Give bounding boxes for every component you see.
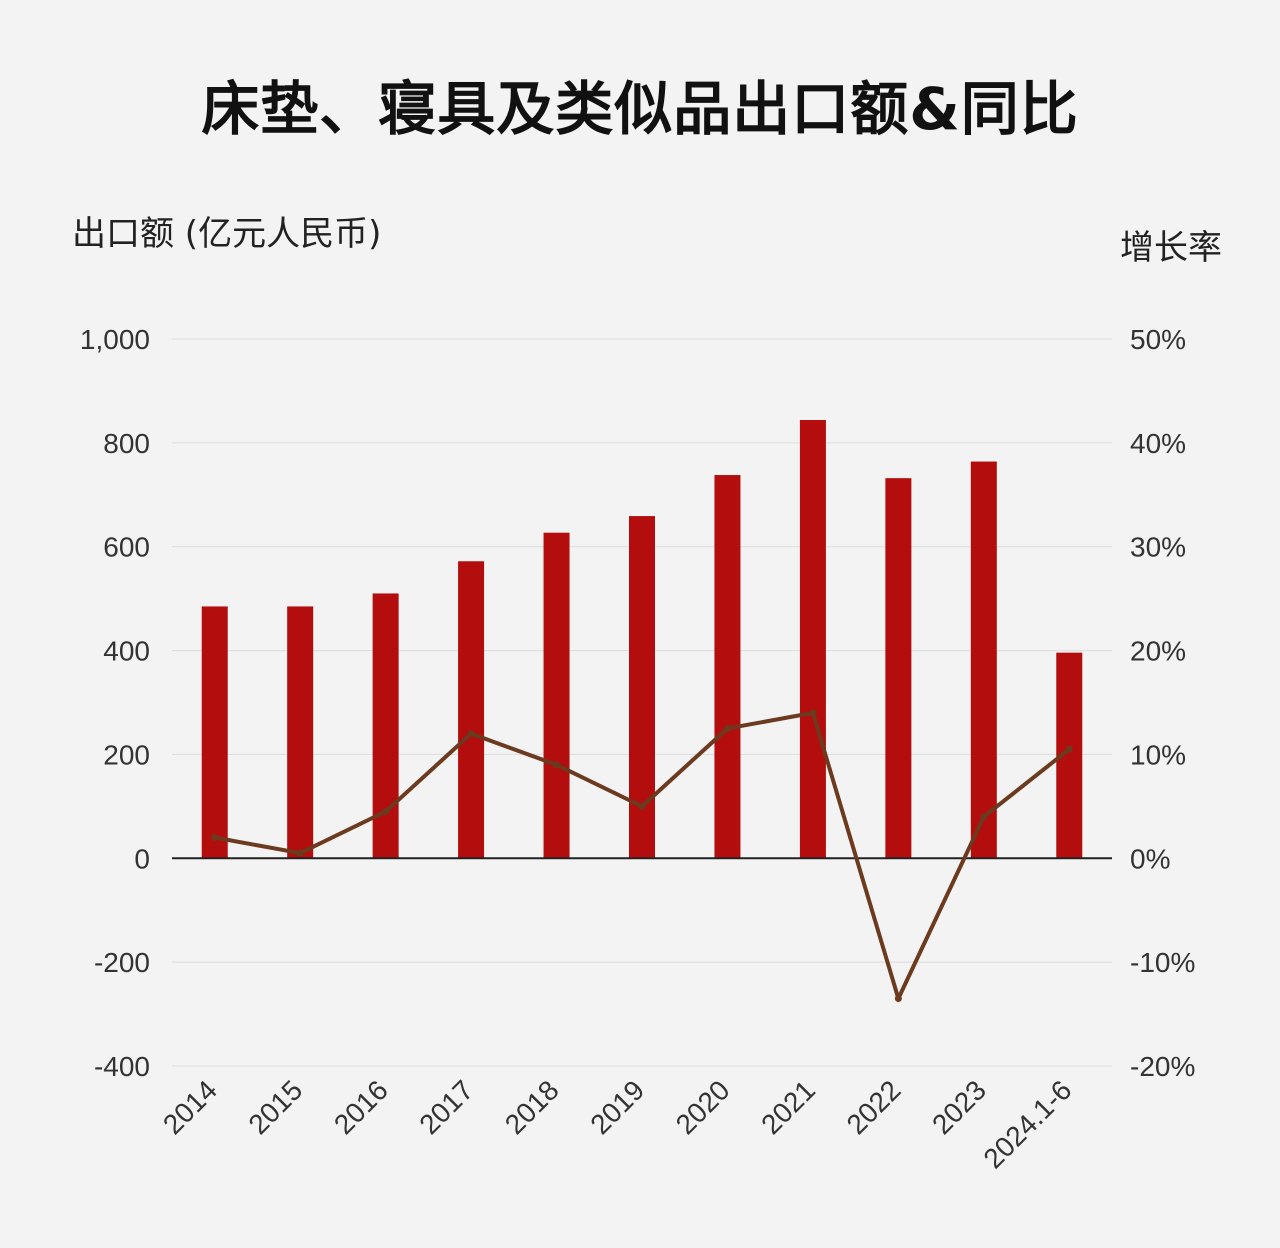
growth-rate-point (467, 730, 475, 738)
growth-rate-point (980, 813, 988, 821)
growth-rate-point (553, 761, 561, 769)
bar (970, 461, 997, 859)
category-label: 2019 (584, 1074, 650, 1140)
right-tick-label: 50% (1130, 324, 1186, 355)
left-tick-label: -200 (94, 947, 150, 978)
growth-rate-point (723, 724, 731, 732)
left-tick-label: 800 (103, 428, 150, 459)
category-label: 2023 (926, 1074, 992, 1140)
category-label: 2020 (670, 1074, 736, 1140)
right-tick-label: 10% (1130, 739, 1186, 770)
right-tick-label: 40% (1130, 428, 1186, 459)
chart-title: 床垫、寝具及类似品出口额&同比 (201, 75, 1079, 143)
category-label: 2017 (413, 1074, 479, 1140)
growth-rate-point (894, 994, 902, 1002)
growth-rate-point (296, 849, 304, 857)
left-tick-label: 400 (103, 636, 150, 667)
left-tick-label: -400 (94, 1051, 150, 1082)
growth-rate-point (638, 802, 646, 810)
right-tick-label: -10% (1130, 947, 1195, 978)
right-tick-label: -20% (1130, 1051, 1195, 1082)
category-label: 2024.1-6 (977, 1074, 1077, 1174)
growth-rate-point (1065, 745, 1073, 753)
category-label: 2018 (499, 1074, 565, 1140)
left-axis-label: 出口额 (亿元人民币) (72, 214, 382, 254)
bar (543, 532, 570, 859)
left-tick-label: 600 (103, 532, 150, 563)
growth-rate-point (809, 709, 817, 717)
category-label: 2022 (841, 1074, 907, 1140)
right-tick-label: 20% (1130, 636, 1186, 667)
category-label: 2015 (242, 1074, 308, 1140)
left-tick-label: 200 (103, 739, 150, 770)
category-label: 2014 (157, 1074, 223, 1140)
bar (714, 475, 741, 859)
left-tick-label: 1,000 (80, 324, 150, 355)
bar (885, 478, 912, 859)
left-tick-label: 0 (134, 843, 150, 874)
growth-rate-point (382, 808, 390, 816)
right-tick-label: 30% (1130, 532, 1186, 563)
right-axis-label: 增长率 (1120, 228, 1222, 268)
category-label: 2021 (755, 1074, 821, 1140)
bar (799, 420, 826, 859)
growth-rate-point (211, 834, 219, 842)
category-label: 2016 (328, 1074, 394, 1140)
bar (201, 606, 228, 859)
right-tick-label: 0% (1130, 843, 1170, 874)
bar (287, 606, 314, 859)
bar (458, 561, 485, 859)
bar (372, 593, 399, 859)
